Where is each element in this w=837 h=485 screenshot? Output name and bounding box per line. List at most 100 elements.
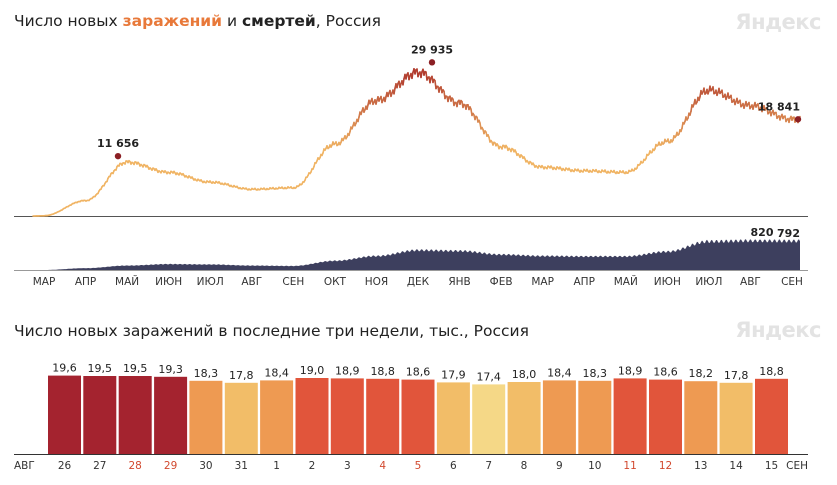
bar-value-label: 18,9 <box>618 364 643 377</box>
bar-day-label: 29 <box>164 460 177 472</box>
infections-line-segment <box>456 100 459 108</box>
x-tick-label: ЯНВ <box>448 276 470 288</box>
x-tick-label: ИЮЛ <box>695 276 722 288</box>
x-tick-label: СЕН <box>781 276 803 288</box>
bar <box>755 378 788 454</box>
chart1-title: Число новых заражений и смертей, Россия <box>14 12 381 30</box>
x-tick-label: ИЮН <box>654 276 681 288</box>
x-tick-label: ДЕК <box>407 276 430 288</box>
bar-value-label: 18,6 <box>653 366 678 379</box>
bar-day-label: 5 <box>415 460 422 472</box>
x-tick-label: АПР <box>75 276 96 288</box>
bar-day-label: 13 <box>694 460 707 472</box>
bar <box>401 379 435 454</box>
bar-day-label: 11 <box>623 460 636 472</box>
bar <box>330 378 364 454</box>
bar-value-label: 18,2 <box>689 367 714 380</box>
infections-peak-marker <box>428 59 436 66</box>
bar <box>649 379 682 454</box>
bar-value-label: 18,9 <box>335 364 360 377</box>
infections-line-segment <box>402 78 405 86</box>
bar <box>366 378 400 454</box>
title-deaths-word: смертей <box>241 12 316 30</box>
bar <box>83 376 117 454</box>
bar-day-label: 28 <box>129 460 142 472</box>
bar-value-label: 17,4 <box>476 370 501 383</box>
bar-day-label: 26 <box>58 460 72 472</box>
infections-line-segment <box>420 71 423 79</box>
bar <box>613 378 647 454</box>
bar-day-label: 7 <box>485 460 492 472</box>
bar-value-label: 17,8 <box>724 369 749 382</box>
bar-value-label: 18,6 <box>406 366 431 379</box>
bar <box>154 376 188 454</box>
deaths-area <box>33 239 800 270</box>
infections-line-segment <box>703 87 706 95</box>
bar-day-label: 12 <box>659 460 672 472</box>
x-tick-label: МАР <box>33 276 56 288</box>
bar-value-label: 19,0 <box>300 364 325 377</box>
bar-value-label: 18,3 <box>194 367 219 380</box>
bar-value-label: 18,8 <box>759 365 784 378</box>
infections-line-segment <box>384 95 387 103</box>
infections-line-segment <box>393 87 396 95</box>
bar <box>224 382 258 454</box>
bar-day-label: 6 <box>450 460 457 472</box>
bar-value-label: 19,3 <box>158 363 183 376</box>
bar <box>260 380 294 454</box>
title-infections-word: заражений <box>122 12 223 30</box>
bar <box>507 382 541 454</box>
x-tick-label: МАЙ <box>614 275 638 288</box>
brand-logo-2[interactable]: Яндекс <box>735 318 821 342</box>
deaths-annotation-label: 792 <box>777 227 800 240</box>
deaths-annotation-label: 820 <box>751 226 774 239</box>
infections-deaths-chart: МАР АПР МАЙ ИЮН ИЮЛ АВГ СЕН ОКТ НОЯ ДЕК ЯНВ ФЕВ МАР А… <box>14 43 808 288</box>
bar-day-label: 3 <box>344 460 351 472</box>
bar-value-label: 18,0 <box>512 368 537 381</box>
bar-value-label: 17,9 <box>441 368 466 381</box>
x-tick-label: ФЕВ <box>490 276 513 288</box>
infections-annotation-label: 29 935 <box>411 43 453 56</box>
bar <box>436 382 470 454</box>
bar-day-label: 27 <box>93 460 106 472</box>
bar-value-label: 18,3 <box>583 367 608 380</box>
infections-annotation-label: 11 656 <box>97 137 139 150</box>
month-start-label: АВГ <box>14 460 35 472</box>
infections-line-segment <box>712 86 715 95</box>
bar-day-label: 1 <box>273 460 280 472</box>
bar <box>542 380 576 454</box>
infections-line-segment <box>429 77 432 84</box>
infections-annotation-label: 18 841 <box>758 100 800 113</box>
month-end-label: СЕН <box>786 460 808 472</box>
x-tick-label: АПР <box>574 276 595 288</box>
bar <box>118 376 152 454</box>
infections-line-segment <box>721 89 724 98</box>
x-tick-label: АВГ <box>740 276 761 288</box>
infections-peak-marker <box>794 116 802 123</box>
bar-day-label: 8 <box>521 460 528 472</box>
bar <box>189 380 223 454</box>
bar-day-label: 15 <box>765 460 778 472</box>
bar <box>295 378 329 454</box>
infections-line-segment <box>730 94 733 103</box>
bar-value-label: 18,8 <box>370 365 395 378</box>
bar-value-label: 19,5 <box>123 362 148 375</box>
bar-day-label: 30 <box>199 460 212 472</box>
infections-series <box>32 68 801 217</box>
bar <box>48 375 81 454</box>
bar-day-label: 4 <box>379 460 386 472</box>
bar <box>472 384 506 454</box>
infections-peak-marker <box>114 152 122 160</box>
brand-logo[interactable]: Яндекс <box>735 10 821 34</box>
bar-day-label: 14 <box>729 460 743 472</box>
chart2-title: Число новых заражений в последние три не… <box>14 322 529 340</box>
x-tick-label: МАЙ <box>115 275 139 288</box>
x-tick-label: ИЮН <box>155 276 182 288</box>
x-tick-label: ИЮЛ <box>197 276 224 288</box>
infections-line-segment <box>739 99 742 108</box>
x-tick-label: НОЯ <box>365 276 388 288</box>
bar-value-label: 18,4 <box>264 366 289 379</box>
bar-value-label: 18,4 <box>547 366 572 379</box>
bar-value-label: 19,6 <box>52 362 77 375</box>
